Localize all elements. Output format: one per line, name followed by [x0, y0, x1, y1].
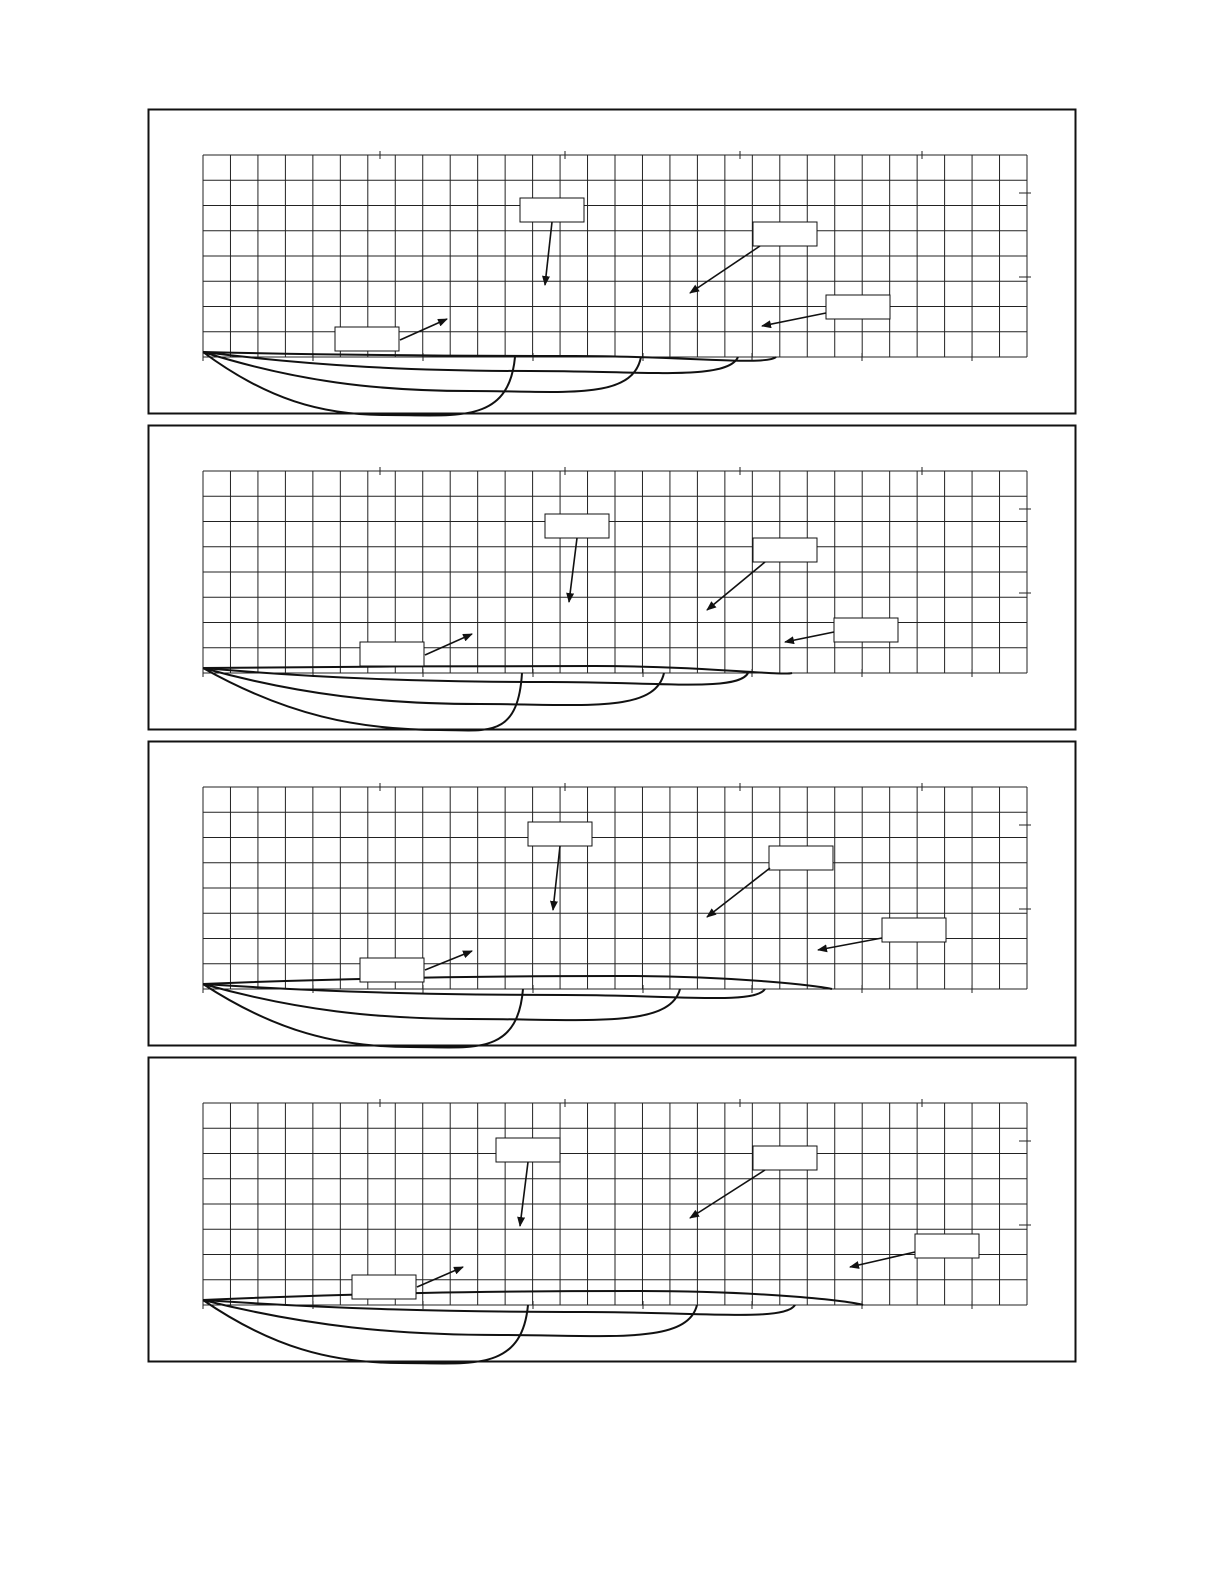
arrow	[550, 845, 561, 911]
curve	[202, 983, 681, 1022]
arrow	[424, 633, 473, 656]
curve	[202, 667, 523, 732]
arrow	[849, 1251, 916, 1269]
arrow	[817, 937, 883, 953]
chart-panel	[147, 424, 1077, 732]
panel-frame	[147, 108, 1077, 415]
curve	[202, 974, 833, 990]
arrow	[517, 1161, 529, 1227]
arrow	[689, 1169, 766, 1219]
arrow	[689, 245, 761, 294]
label-box	[914, 1233, 980, 1259]
curve	[202, 1299, 796, 1316]
label-box	[752, 221, 818, 247]
panel-frame	[147, 1056, 1077, 1363]
label-box	[825, 294, 891, 320]
arrow	[542, 221, 553, 286]
curve	[202, 1299, 529, 1365]
label-box	[527, 821, 593, 847]
curve	[202, 351, 516, 417]
curve	[202, 351, 777, 362]
panel-frame	[147, 424, 1077, 731]
arrow	[424, 950, 473, 971]
arrow	[706, 561, 766, 611]
label-box	[351, 1274, 417, 1300]
curve	[202, 983, 766, 1000]
arrow	[566, 537, 578, 603]
curve	[202, 351, 739, 375]
curve	[202, 351, 642, 393]
label-box	[752, 537, 818, 563]
arrow	[761, 312, 827, 329]
label-box	[334, 326, 400, 352]
arrow	[706, 867, 771, 918]
curve	[202, 1299, 698, 1338]
label-box	[359, 641, 425, 667]
curve	[202, 667, 749, 686]
label-box	[833, 617, 899, 643]
arrow	[416, 1266, 464, 1288]
chart-panel	[147, 1056, 1077, 1365]
panel-frame	[147, 740, 1077, 1047]
arrow	[784, 631, 835, 645]
label-box	[881, 917, 947, 943]
curve	[202, 664, 793, 675]
label-box	[495, 1137, 561, 1163]
curve	[202, 1289, 864, 1306]
label-box	[544, 513, 610, 539]
chart-panel	[147, 740, 1077, 1049]
label-box	[519, 197, 585, 223]
arrow	[399, 318, 448, 341]
curve	[202, 983, 524, 1049]
label-box	[752, 1145, 818, 1171]
chart-panel	[147, 108, 1077, 417]
label-box	[768, 845, 834, 871]
curve	[202, 667, 665, 707]
label-box	[359, 957, 425, 983]
